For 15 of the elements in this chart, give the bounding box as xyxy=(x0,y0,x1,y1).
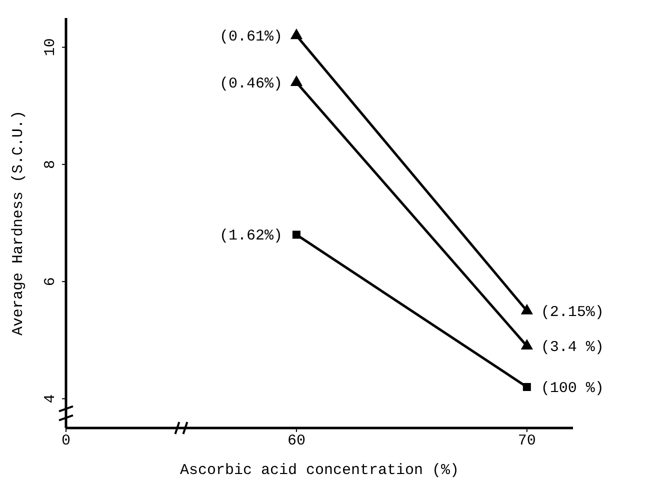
y-tick-label: 10 xyxy=(42,38,59,56)
y-tick-label: 6 xyxy=(42,277,59,286)
annotation: (3.4 %) xyxy=(540,339,604,356)
x-tick-label: 0 xyxy=(61,432,71,450)
annotation: (2.15%) xyxy=(540,304,604,321)
annotation: (1.62%) xyxy=(219,228,282,245)
annotation: (0.61%) xyxy=(219,28,282,46)
y-tick-label: 8 xyxy=(42,160,59,169)
x-tick-label: 60 xyxy=(287,432,306,450)
y-axis-title: Average Hardness (S.C.U.) xyxy=(10,110,27,336)
annotation: (100 %) xyxy=(540,380,604,397)
x-axis-title: Ascorbic acid concentration (%) xyxy=(180,462,460,479)
y-tick-label: 4 xyxy=(42,394,59,404)
annotation: (0.46%) xyxy=(219,75,282,92)
x-tick-label: 70 xyxy=(518,432,536,450)
